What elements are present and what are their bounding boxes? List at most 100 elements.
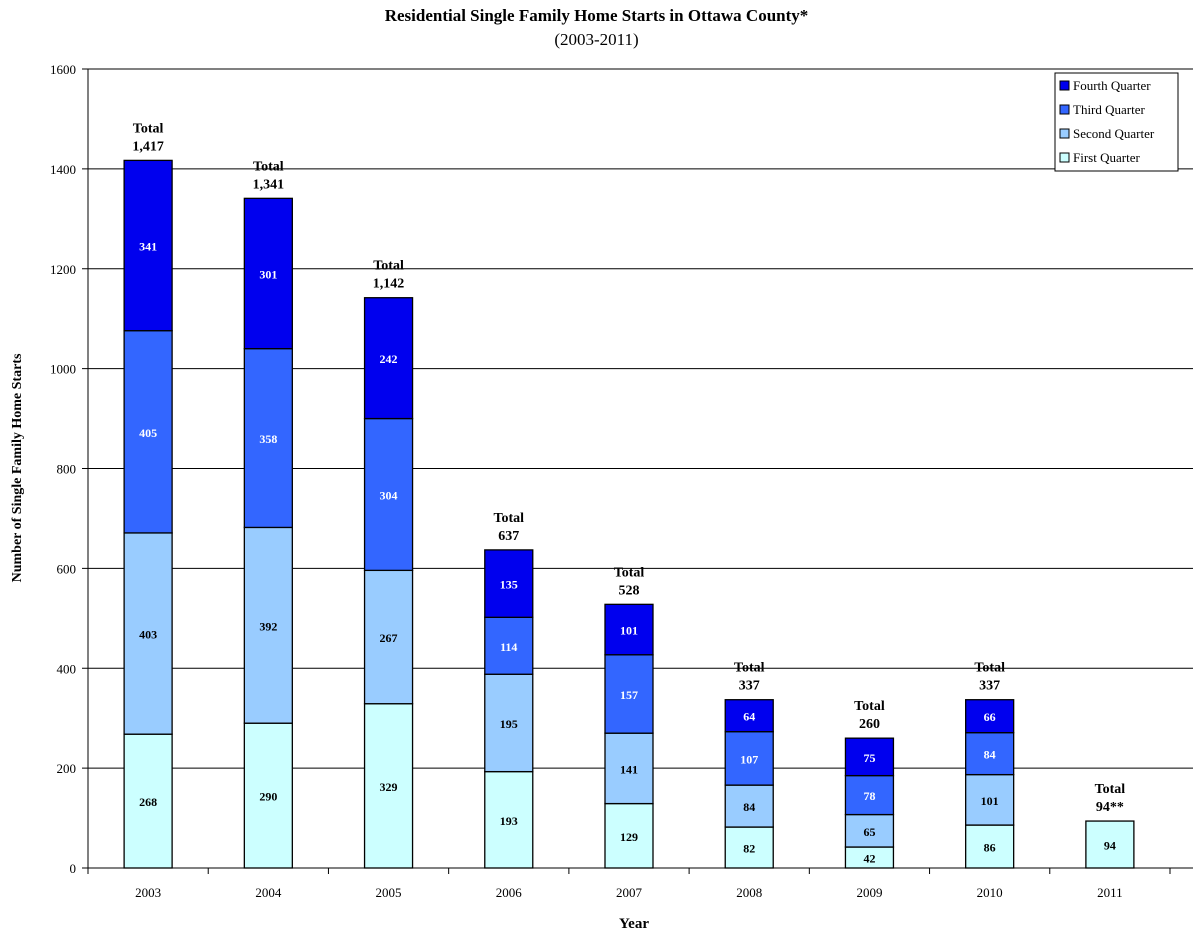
segment-value-label: 84 (743, 800, 755, 814)
tick-labels: 0 200 400 600 800 1000 1200 1400 1600 2003 2004 200… (50, 62, 1123, 900)
x-tick-label: 2006 (496, 885, 523, 900)
segment-value-label: 65 (863, 825, 875, 839)
segment-value-label: 157 (620, 688, 638, 702)
segment-value-label: 290 (259, 790, 277, 804)
x-tick-label: 2009 (856, 885, 882, 900)
bar-segment (604, 654, 654, 734)
bar-segment (965, 732, 1015, 776)
bar-segment (844, 774, 895, 816)
bar-segment (724, 731, 774, 786)
total-label: Total (373, 259, 404, 274)
segment-value-label: 107 (740, 752, 758, 766)
bar-segment (243, 722, 293, 869)
segment-value-label: 78 (863, 789, 875, 803)
bar-segment (724, 699, 774, 733)
segment-value-label: 341 (139, 240, 157, 254)
bar-segment (484, 770, 534, 869)
bar-segment (604, 802, 654, 869)
chart-title: Residential Single Family Home Starts in… (384, 6, 809, 25)
bar-segment (123, 159, 173, 332)
bar-segment (123, 733, 173, 869)
bar-segment (363, 703, 414, 869)
y-axis-title: Number of Single Family Home Starts (10, 353, 25, 582)
total-label: Total (253, 159, 284, 174)
segment-value-label: 94 (1104, 839, 1116, 853)
bar-segment (363, 297, 414, 420)
legend-label: Fourth Quarter (1073, 78, 1151, 93)
legend-swatch (1059, 104, 1070, 115)
bar-segment (123, 532, 173, 735)
segment-value-label: 195 (500, 717, 518, 731)
segment-value-label: 42 (863, 852, 875, 866)
y-tick-label: 1400 (50, 162, 76, 177)
segment-value-label: 242 (380, 352, 398, 366)
chart-subtitle: (2003-2011) (554, 30, 639, 49)
segment-value-label: 75 (863, 751, 875, 765)
segment-value-label: 304 (380, 488, 398, 502)
total-label: Total (614, 565, 645, 580)
bar-segment (604, 603, 654, 656)
segment-value-label: 86 (984, 841, 996, 855)
axes (87, 69, 1193, 869)
segment-value-label: 329 (380, 780, 398, 794)
segment-value-label: 64 (743, 710, 755, 724)
legend-label: Second Quarter (1073, 126, 1155, 141)
segment-value-label: 135 (500, 578, 518, 592)
x-tick-label: 2005 (376, 885, 402, 900)
legend-swatch (1059, 128, 1070, 139)
legend-label: First Quarter (1073, 150, 1140, 165)
y-tick-label: 200 (57, 761, 77, 776)
bar-segment (123, 330, 173, 534)
segment-value-label: 114 (500, 640, 517, 654)
bar-segment (724, 784, 774, 828)
segment-value-label: 403 (139, 628, 157, 642)
total-label: Total (133, 121, 164, 136)
total-label: Total (734, 661, 765, 676)
total-value: 1,341 (253, 177, 285, 192)
segment-value-label: 268 (139, 795, 157, 809)
segment-value-label: 84 (984, 748, 996, 762)
bar-segment (243, 526, 293, 724)
x-tick-label: 2003 (135, 885, 161, 900)
segment-value-label: 405 (139, 426, 157, 440)
x-tick-label: 2004 (255, 885, 282, 900)
bar-segment (965, 699, 1015, 734)
segment-value-label: 358 (259, 432, 277, 446)
total-value: 94** (1096, 800, 1124, 815)
legend-swatch (1059, 152, 1070, 163)
bar-segment (604, 732, 654, 805)
total-value: 337 (979, 679, 1000, 694)
legend-label: Third Quarter (1073, 102, 1146, 117)
y-tick-label: 1200 (50, 262, 76, 277)
bars (123, 159, 1135, 869)
total-label: Total (493, 511, 524, 526)
total-value: 260 (859, 717, 880, 732)
bar-segment (484, 673, 534, 773)
bar-segment (363, 417, 414, 572)
segment-value-label: 267 (380, 631, 398, 645)
bar-segment (363, 569, 414, 705)
segment-value-label: 392 (259, 619, 277, 633)
total-value: 637 (498, 529, 519, 544)
bar-segment (484, 549, 534, 618)
legend-swatch (1059, 80, 1070, 91)
bar-segment (243, 197, 293, 350)
bar-segment (1085, 820, 1135, 869)
segment-value-label: 141 (620, 762, 638, 776)
x-tick-label: 2010 (977, 885, 1003, 900)
bar-segment (844, 737, 895, 777)
total-value: 1,142 (373, 277, 405, 292)
segment-value-label: 66 (984, 710, 996, 724)
y-tick-label: 600 (57, 561, 77, 576)
y-tick-label: 0 (70, 861, 77, 876)
x-axis-title: Year (619, 916, 649, 932)
x-tick-label: 2008 (736, 885, 762, 900)
x-tick-label: 2011 (1097, 885, 1123, 900)
legend-box (1054, 72, 1179, 172)
legend: Fourth Quarter Third Quarter Second Quarte… (1054, 72, 1179, 172)
y-tick-label: 1600 (50, 62, 76, 77)
y-tick-label: 1000 (50, 362, 76, 377)
segment-value-label: 101 (981, 794, 999, 808)
segment-value-label: 301 (259, 267, 277, 281)
